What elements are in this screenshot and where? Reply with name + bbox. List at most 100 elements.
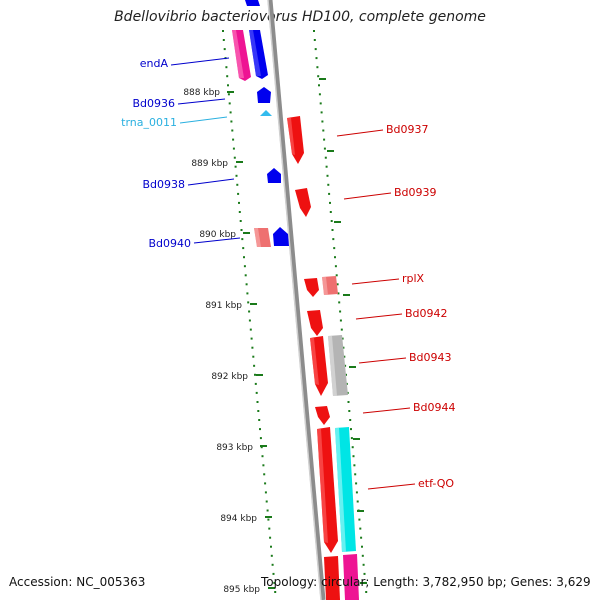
guide-dot (251, 346, 254, 349)
guide-dot (347, 401, 350, 403)
left-label-bd0936[interactable]: Bd0936 (132, 97, 226, 110)
gene-bd0944[interactable] (315, 406, 330, 425)
gene-bd0940-pink[interactable] (254, 228, 271, 247)
guide-dot (253, 364, 256, 367)
guide-dot (235, 174, 238, 177)
guide-dot (233, 156, 236, 159)
guide-dot (340, 328, 343, 331)
guide-dot (255, 391, 258, 394)
guide-dot (317, 75, 320, 78)
guide-dot (334, 256, 336, 259)
gene-etf-QO-red[interactable] (317, 427, 338, 553)
gene-bottom-red[interactable] (324, 556, 340, 600)
gene-rplX-pink[interactable] (322, 276, 338, 295)
guide-dot (345, 373, 347, 376)
guide-dot (226, 75, 229, 78)
guide-dot (244, 274, 247, 277)
right-label-text: etf-QO (418, 477, 454, 490)
right-label-rplX[interactable]: rplX (351, 272, 425, 285)
guide-dot (270, 554, 273, 557)
scale-label: 893 kbp (216, 443, 253, 453)
gene-rplX-red[interactable] (304, 278, 319, 297)
guide-dot (323, 138, 326, 141)
guide-dot (315, 57, 318, 60)
guide-dot (328, 192, 331, 195)
left-label-endA[interactable]: endA (140, 57, 230, 70)
gene-etf-QO-cyan[interactable] (335, 427, 356, 552)
guide-dot (247, 301, 250, 304)
guide-dot (263, 473, 266, 476)
left-label-trna-0011[interactable]: trna_0011 (121, 116, 228, 129)
scale-893kbp: 893 kbp (216, 443, 267, 453)
right-label-bd0939[interactable]: Bd0939 (343, 186, 437, 200)
trna-0011[interactable] (260, 110, 272, 116)
guide-dot (227, 93, 230, 96)
gene-bd0938[interactable] (267, 168, 281, 183)
left-label-text: Bd0940 (148, 237, 191, 250)
guide-dot (313, 39, 316, 41)
guide-dot (261, 455, 264, 458)
guide-dot (365, 591, 368, 593)
right-label-bd0944[interactable]: Bd0944 (362, 401, 456, 414)
gene-bottom-magenta[interactable] (343, 554, 359, 600)
guide-dot (249, 328, 252, 331)
guide-dot (361, 545, 363, 548)
gene-bd0937[interactable] (287, 116, 304, 164)
guide-dot (355, 491, 358, 494)
guide-dot (238, 211, 241, 213)
guide-dot (228, 102, 231, 105)
guide-dot (362, 563, 365, 566)
backbone-line (267, 0, 326, 600)
guide-dot (232, 147, 235, 150)
gene-bd0943-gray[interactable] (328, 335, 348, 396)
left-label-bd0938[interactable]: Bd0938 (142, 178, 235, 191)
guide-dot (322, 129, 325, 132)
left-label-text: Bd0938 (142, 178, 185, 191)
guide-dot (360, 536, 363, 539)
gene-endA-blue[interactable] (249, 30, 268, 79)
backbone-highlight (267, 0, 322, 600)
guide-dot (259, 428, 261, 431)
guide-dot (342, 346, 345, 349)
gene-bd0942[interactable] (307, 310, 323, 336)
right-label-text: Bd0943 (409, 351, 452, 364)
guide-dot (223, 48, 226, 51)
guide-dot (361, 554, 364, 557)
guide-dot (267, 518, 270, 521)
gene-bd0939[interactable] (295, 188, 311, 217)
right-label-bd0943[interactable]: Bd0943 (358, 351, 452, 364)
guide-dot (355, 482, 358, 485)
guide-dot (318, 93, 321, 96)
guide-dot (337, 292, 340, 295)
guide-dot (246, 292, 249, 295)
right-label-bd0942[interactable]: Bd0942 (355, 307, 448, 320)
gene-endA-magenta[interactable] (232, 30, 251, 81)
right-label-text: Bd0939 (394, 186, 437, 199)
scale-889kbp: 889 kbp (191, 159, 243, 169)
right-label-bd0937[interactable]: Bd0937 (336, 123, 429, 137)
gene-bd0936[interactable] (257, 87, 271, 103)
guide-dot (343, 355, 346, 358)
guide-dot (352, 455, 355, 458)
guide-dot (358, 518, 361, 521)
gene-top-blue[interactable] (245, 0, 260, 6)
guide-dot (331, 229, 334, 231)
guide-dot (339, 310, 342, 313)
guide-dot (238, 201, 240, 204)
right-label-etf-QO[interactable]: etf-QO (367, 477, 454, 490)
guide-dot (232, 138, 235, 141)
left-label-bd0940[interactable]: Bd0940 (148, 237, 241, 250)
guide-dot (324, 156, 327, 159)
guide-dot (329, 201, 331, 204)
gene-bd0940-blue[interactable] (273, 227, 289, 246)
scale-891kbp: 891 kbp (205, 301, 257, 311)
accession-text: Accession: NC_005363 (9, 575, 146, 589)
guide-dot (260, 446, 263, 449)
guide-dot (272, 572, 275, 575)
scale-label: 892 kbp (211, 372, 248, 382)
guide-dot (330, 220, 333, 222)
guide-dot (222, 39, 225, 41)
gene-bd0943-red[interactable] (310, 336, 328, 396)
right-dotted-guide (313, 30, 368, 593)
